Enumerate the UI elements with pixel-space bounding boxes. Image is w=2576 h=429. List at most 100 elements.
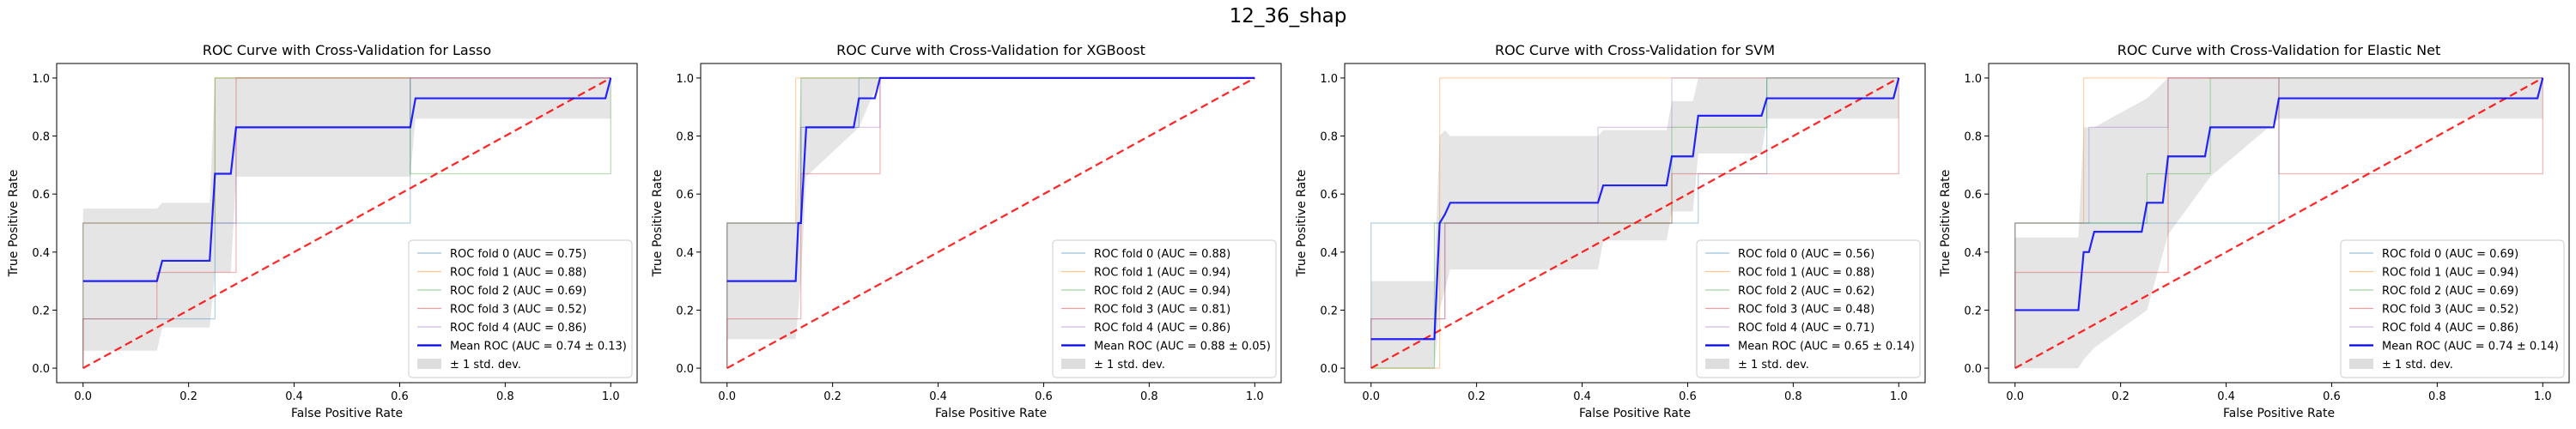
legend-mean-label: Mean ROC (AUC = 0.88 ± 0.05)	[1094, 341, 1271, 353]
mean-roc-line	[1370, 77, 1900, 341]
chance-line	[726, 76, 1255, 370]
roc-fold-4-line	[2014, 77, 2543, 369]
axes-frame	[1344, 63, 1926, 384]
legend-fold-2-label: ROC fold 2 (AUC = 0.62)	[1738, 285, 1874, 298]
mean-roc-line	[2014, 77, 2544, 311]
y-axis-label: True Positive Rate	[1295, 170, 1309, 278]
std-band	[82, 77, 611, 351]
legend-fold-1-label: ROC fold 1 (AUC = 0.88)	[1738, 267, 1874, 280]
roc-fold-2-line	[1370, 77, 1899, 369]
x-axis-label: False Positive Rate	[2223, 407, 2335, 420]
legend-std-swatch	[1705, 359, 1729, 369]
figure-title: 12_36_shap	[1229, 5, 1347, 27]
roc-fold-1-line	[2014, 77, 2543, 369]
legend-std-label: ± 1 std. dev.	[1738, 359, 1809, 372]
std-band	[726, 77, 1255, 340]
x-tick-label: 0.6	[391, 390, 409, 403]
x-axis-label: False Positive Rate	[1579, 407, 1691, 420]
legend-mean-label: Mean ROC (AUC = 0.65 ± 0.14)	[1738, 341, 1915, 353]
legend-fold-0-label: ROC fold 0 (AUC = 0.75)	[450, 248, 586, 261]
y-tick-label: 0.2	[1964, 305, 1982, 317]
y-tick-label: 0.6	[32, 189, 50, 202]
x-tick-label: 0.8	[2428, 390, 2446, 403]
roc-panel-0: ROC Curve with Cross-Validation for Lass…	[7, 42, 638, 420]
panel-title: ROC Curve with Cross-Validation for Elas…	[2117, 42, 2441, 58]
x-axis-label: False Positive Rate	[291, 407, 403, 420]
mean-roc-line	[82, 77, 612, 282]
legend-fold-3-label: ROC fold 3 (AUC = 0.48)	[1738, 304, 1874, 317]
legend-fold-2-label: ROC fold 2 (AUC = 0.94)	[1094, 285, 1230, 298]
legend-fold-3-label: ROC fold 3 (AUC = 0.52)	[450, 304, 586, 317]
x-tick-label: 0.6	[1035, 390, 1053, 403]
y-tick-label: 0.4	[32, 247, 50, 260]
x-tick-label: 0.4	[2217, 390, 2235, 403]
legend-fold-4-label: ROC fold 4 (AUC = 0.86)	[1094, 322, 1230, 335]
legend-box	[1696, 239, 1921, 378]
panel-title: ROC Curve with Cross-Validation for Lass…	[203, 42, 491, 58]
legend-fold-4-label: ROC fold 4 (AUC = 0.71)	[1738, 322, 1874, 335]
x-tick-label: 1.0	[1890, 390, 1908, 403]
roc-fold-0-line	[82, 77, 611, 369]
y-tick-label: 0.2	[676, 305, 694, 317]
legend: ROC fold 0 (AUC = 0.88) ROC fold 1 (AUC =…	[1052, 239, 1277, 378]
roc-fold-0-line	[2014, 77, 2543, 369]
legend: ROC fold 0 (AUC = 0.69) ROC fold 1 (AUC =…	[2340, 239, 2565, 378]
axes-frame	[1988, 63, 2570, 384]
y-tick-label: 0.4	[676, 247, 694, 260]
legend-fold-4-label: ROC fold 4 (AUC = 0.86)	[450, 322, 586, 335]
x-tick-label: 0.2	[2111, 390, 2129, 403]
roc-fold-0-line	[1370, 77, 1899, 369]
roc-fold-0-line	[726, 77, 1255, 369]
y-tick-label: 0.8	[676, 131, 694, 144]
x-tick-label: 0.4	[285, 390, 303, 403]
x-tick-label: 1.0	[1246, 390, 1264, 403]
legend-fold-1-label: ROC fold 1 (AUC = 0.94)	[2382, 267, 2518, 280]
y-tick-label: 0.2	[32, 305, 50, 317]
y-tick-label: 0.2	[1320, 305, 1338, 317]
panel-title: ROC Curve with Cross-Validation for SVM	[1495, 42, 1775, 58]
roc-fold-3-line	[1370, 77, 1899, 369]
legend-box	[408, 239, 633, 378]
legend-std-swatch	[1061, 359, 1085, 369]
x-tick-label: 0.0	[718, 390, 736, 403]
roc-panel-3: ROC Curve with Cross-Validation for Elas…	[1939, 42, 2570, 420]
y-tick-label: 0.0	[676, 363, 694, 376]
legend-std-swatch	[417, 359, 441, 369]
legend-fold-1-label: ROC fold 1 (AUC = 0.88)	[450, 267, 586, 280]
y-axis-label: True Positive Rate	[7, 170, 21, 278]
x-axis-label: False Positive Rate	[935, 407, 1047, 420]
x-tick-label: 0.0	[2006, 390, 2024, 403]
y-tick-label: 1.0	[1320, 73, 1338, 86]
y-tick-label: 0.0	[1964, 363, 1982, 376]
legend-box	[2340, 239, 2565, 378]
legend-std-label: ± 1 std. dev.	[1094, 359, 1165, 372]
axes-frame	[56, 63, 638, 384]
x-tick-label: 1.0	[602, 390, 620, 403]
y-tick-label: 1.0	[32, 73, 50, 86]
y-axis-label: True Positive Rate	[651, 170, 665, 278]
x-tick-label: 0.0	[1362, 390, 1380, 403]
x-tick-label: 0.4	[1573, 390, 1591, 403]
x-tick-label: 0.6	[2323, 390, 2341, 403]
chance-line	[1370, 76, 1899, 370]
y-tick-label: 0.6	[1964, 189, 1982, 202]
chance-line	[82, 76, 611, 370]
y-tick-label: 0.4	[1320, 247, 1338, 260]
legend-fold-0-label: ROC fold 0 (AUC = 0.56)	[1738, 248, 1874, 261]
x-tick-label: 0.6	[1679, 390, 1697, 403]
y-tick-label: 1.0	[676, 73, 694, 86]
roc-fold-4-line	[1370, 77, 1899, 369]
legend-mean-label: Mean ROC (AUC = 0.74 ± 0.14)	[2382, 341, 2559, 353]
legend: ROC fold 0 (AUC = 0.75) ROC fold 1 (AUC =…	[408, 239, 633, 378]
mean-roc-line	[726, 76, 1255, 282]
x-tick-label: 0.2	[179, 390, 197, 403]
x-tick-label: 0.8	[1140, 390, 1158, 403]
legend-std-swatch	[2349, 359, 2373, 369]
legend-fold-1-label: ROC fold 1 (AUC = 0.94)	[1094, 267, 1230, 280]
legend-fold-0-label: ROC fold 0 (AUC = 0.69)	[2382, 248, 2518, 261]
legend-std-label: ± 1 std. dev.	[2382, 359, 2453, 372]
x-tick-label: 0.2	[1467, 390, 1485, 403]
legend-fold-2-label: ROC fold 2 (AUC = 0.69)	[2382, 285, 2518, 298]
legend-box	[1052, 239, 1277, 378]
